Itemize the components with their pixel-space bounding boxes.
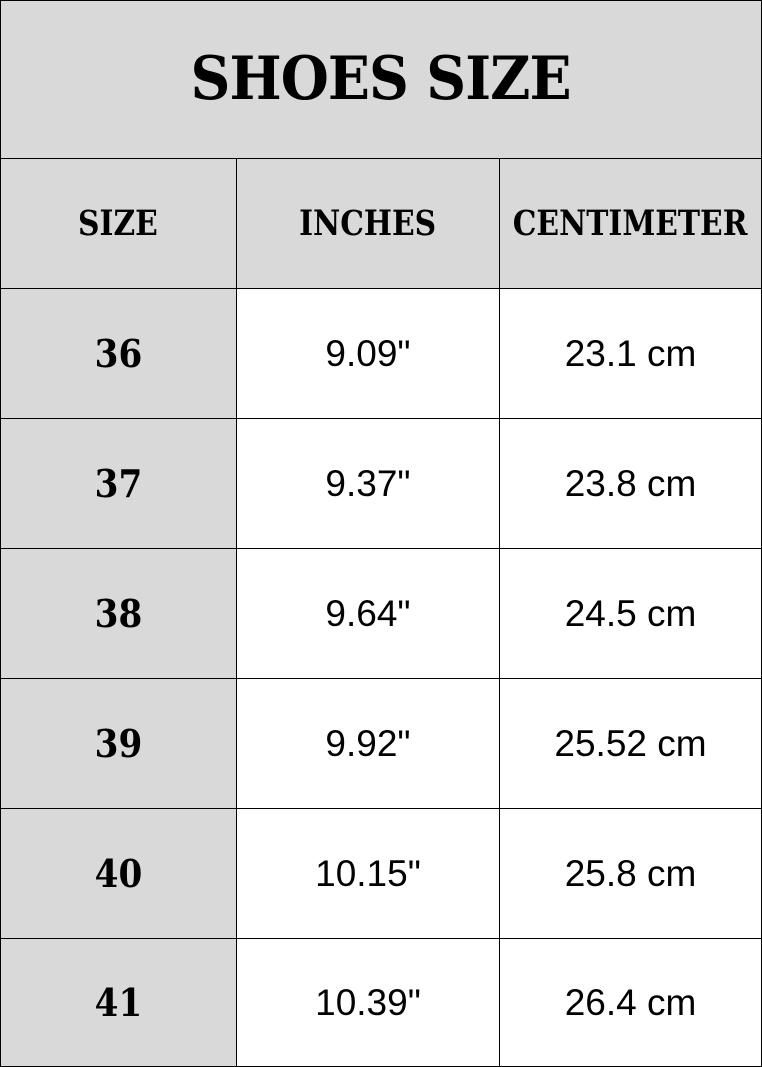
header-centimeter: CENTIMETER [500, 159, 762, 289]
cm-value: 24.5 cm [564, 592, 697, 634]
table-cell-cm: 23.1 cm [500, 289, 762, 419]
header-inches: INCHES [237, 159, 500, 289]
title-cell: SHOES SIZE [0, 0, 762, 159]
table-cell-size: 41 [0, 939, 237, 1067]
cm-value: 26.4 cm [564, 981, 697, 1023]
table-cell-size: 38 [0, 549, 237, 679]
table-cell-cm: 25.52 cm [500, 679, 762, 809]
size-value: 39 [94, 721, 142, 766]
table-cell-cm: 25.8 cm [500, 809, 762, 939]
table-title: SHOES SIZE [190, 44, 571, 114]
table-cell-inches: 9.09" [237, 289, 500, 419]
table-cell-inches: 9.92" [237, 679, 500, 809]
cm-value: 23.1 cm [564, 332, 697, 374]
size-value: 37 [94, 461, 142, 506]
inches-value: 9.64" [325, 592, 411, 634]
table-cell-inches: 10.15" [237, 809, 500, 939]
cm-value: 25.8 cm [564, 852, 697, 894]
inches-value: 10.15" [315, 852, 421, 894]
table-cell-inches: 9.64" [237, 549, 500, 679]
inches-value: 9.92" [325, 722, 411, 764]
cm-value: 23.8 cm [564, 462, 697, 504]
header-label: CENTIMETER [513, 203, 748, 244]
inches-value: 9.09" [325, 332, 411, 374]
table-cell-size: 39 [0, 679, 237, 809]
size-value: 40 [94, 851, 142, 896]
table-cell-inches: 9.37" [237, 419, 500, 549]
table-cell-size: 36 [0, 289, 237, 419]
table-cell-size: 40 [0, 809, 237, 939]
table-cell-cm: 24.5 cm [500, 549, 762, 679]
table-cell-cm: 26.4 cm [500, 939, 762, 1067]
table-cell-size: 37 [0, 419, 237, 549]
size-value: 41 [94, 980, 142, 1025]
table-cell-cm: 23.8 cm [500, 419, 762, 549]
size-value: 36 [94, 331, 142, 376]
header-size: SIZE [0, 159, 237, 289]
size-value: 38 [94, 591, 142, 636]
cm-value: 25.52 cm [554, 722, 707, 764]
inches-value: 10.39" [315, 981, 421, 1023]
table-cell-inches: 10.39" [237, 939, 500, 1067]
inches-value: 9.37" [325, 462, 411, 504]
header-label: SIZE [78, 203, 158, 244]
header-label: INCHES [299, 203, 437, 244]
